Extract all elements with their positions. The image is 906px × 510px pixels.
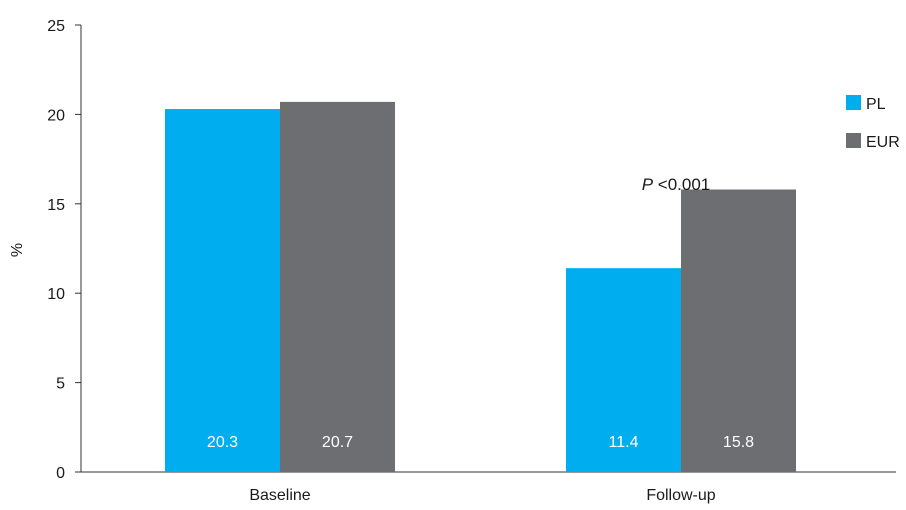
- y-tick-label: 5: [56, 376, 65, 393]
- annotation: P <0.001: [642, 175, 711, 194]
- data-label: 20.7: [322, 434, 353, 451]
- bar-pl-baseline: [165, 109, 280, 472]
- bar-eur-baseline: [280, 101, 395, 472]
- y-tick-label: 0: [56, 465, 65, 482]
- y-tick-label: 20: [47, 107, 65, 124]
- x-category-label: Baseline: [249, 487, 310, 504]
- legend-label-eur: EUR: [866, 134, 900, 151]
- legend-swatch-pl: [846, 95, 861, 110]
- y-tick-label: 25: [47, 18, 65, 35]
- y-tick-label: 10: [47, 286, 65, 303]
- legend-label-pl: PL: [866, 96, 886, 113]
- labels: Baseline Follow-up 20.3 20.7 11.4 15.8: [207, 434, 754, 504]
- data-label: 11.4: [609, 434, 639, 451]
- x-category-label: Follow-up: [646, 487, 715, 504]
- bar-eur-follow-up: [681, 189, 796, 472]
- data-label: 20.3: [207, 434, 238, 451]
- p-value-text: <0.001: [653, 175, 710, 194]
- y-tick-label: 15: [47, 197, 65, 214]
- y-axis-label: %: [9, 243, 26, 257]
- bar-pl-follow-up: [566, 268, 681, 472]
- p-value-symbol: P: [642, 175, 654, 194]
- data-label: 15.8: [723, 434, 754, 451]
- bars: [165, 101, 796, 472]
- legend: PL EUR: [846, 95, 900, 151]
- legend-swatch-eur: [846, 133, 861, 148]
- p-value-annotation: P <0.001: [642, 175, 711, 194]
